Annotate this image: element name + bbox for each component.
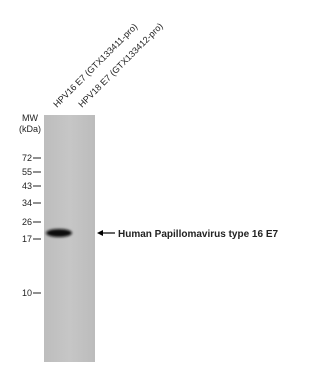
marker-label: 34 (22, 198, 32, 208)
marker-label: 26 (22, 217, 32, 227)
page: MW (kDa) Human Papillomavirus type 16 E7… (0, 0, 308, 362)
mw-unit: (kDa) (19, 124, 41, 134)
arrow-head (97, 230, 103, 236)
marker-label: 17 (22, 234, 32, 244)
band-annotation: Human Papillomavirus type 16 E7 (118, 229, 278, 240)
mw-label: MW (22, 113, 38, 123)
marker-label: 55 (22, 167, 32, 177)
marker-label: 10 (22, 288, 32, 298)
blot-figure: MW (kDa) Human Papillomavirus type 16 E7… (0, 0, 308, 362)
marker-label: 72 (22, 153, 32, 163)
protein-band (46, 229, 72, 237)
gel-membrane (44, 115, 95, 362)
marker-label: 43 (22, 181, 32, 191)
